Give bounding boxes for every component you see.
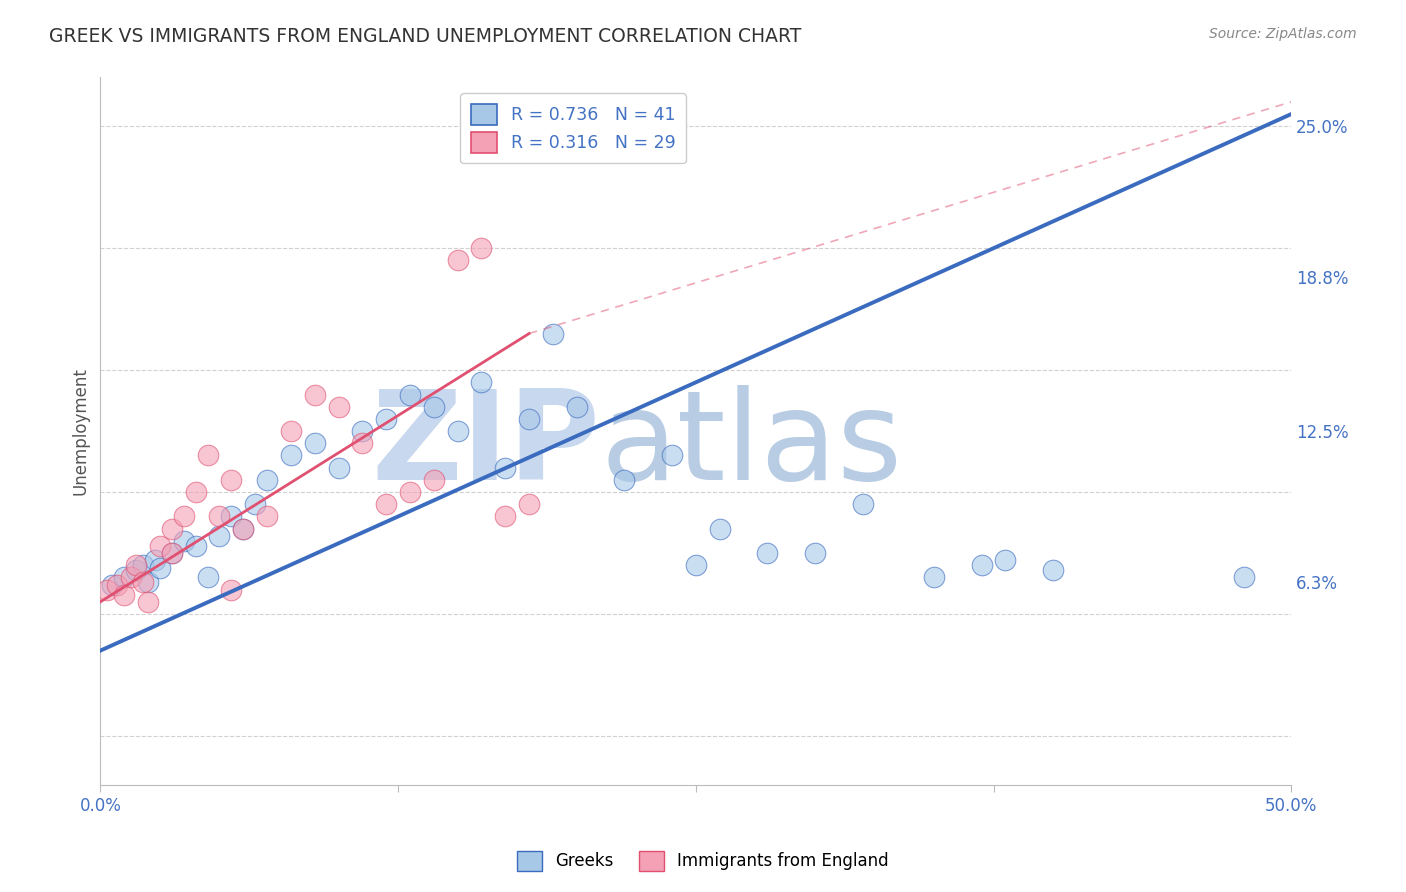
Point (96, 582, 118, 597)
Point (494, 460, 516, 475)
Point (143, 553, 166, 567)
Point (173, 533, 195, 548)
Point (112, 587, 135, 601)
Point (136, 595, 159, 609)
Point (994, 553, 1017, 567)
Point (149, 560, 172, 574)
Legend: R = 0.736   N = 41, R = 0.316   N = 29: R = 0.736 N = 41, R = 0.316 N = 29 (460, 93, 686, 163)
Point (375, 497, 398, 511)
Point (1042, 563, 1064, 577)
Point (423, 400, 446, 414)
Point (517, 412, 540, 426)
Point (328, 400, 350, 414)
Point (232, 522, 254, 536)
Point (517, 497, 540, 511)
Point (208, 529, 231, 543)
Point (352, 424, 374, 438)
Point (399, 387, 422, 401)
Point (184, 485, 207, 500)
Point (160, 546, 183, 560)
Point (565, 400, 588, 414)
Point (470, 241, 492, 255)
Point (208, 509, 231, 524)
Text: GREEK VS IMMIGRANTS FROM ENGLAND UNEMPLOYMENT CORRELATION CHART: GREEK VS IMMIGRANTS FROM ENGLAND UNEMPLO… (49, 27, 801, 45)
Point (922, 570, 945, 584)
Point (105, 578, 128, 592)
Point (375, 412, 398, 426)
Point (304, 436, 326, 450)
Point (136, 575, 159, 590)
Point (256, 509, 278, 524)
Point (160, 522, 183, 536)
Point (446, 253, 468, 268)
Point (125, 558, 148, 573)
Point (709, 522, 731, 536)
Point (470, 376, 492, 390)
Point (399, 485, 422, 500)
Point (221, 473, 243, 487)
Point (423, 473, 446, 487)
Y-axis label: Unemployment: Unemployment (72, 368, 89, 495)
Point (101, 578, 124, 592)
Point (851, 497, 873, 511)
Text: atlas: atlas (600, 384, 903, 506)
Point (756, 546, 779, 560)
Point (970, 558, 993, 573)
Point (304, 387, 326, 401)
Point (125, 563, 148, 577)
Point (804, 546, 827, 560)
Point (132, 558, 155, 573)
Point (280, 424, 302, 438)
Point (197, 570, 219, 584)
Point (149, 539, 172, 553)
Point (120, 570, 142, 584)
Point (446, 424, 468, 438)
Point (541, 326, 564, 341)
Text: Source: ZipAtlas.com: Source: ZipAtlas.com (1209, 27, 1357, 41)
Point (256, 473, 278, 487)
Point (221, 509, 243, 524)
Point (132, 575, 155, 590)
Point (352, 436, 374, 450)
Point (1233, 570, 1256, 584)
Point (112, 570, 135, 584)
Point (197, 449, 219, 463)
Legend: Greeks, Immigrants from England: Greeks, Immigrants from England (509, 842, 897, 880)
Point (613, 473, 636, 487)
Point (328, 460, 350, 475)
Point (221, 582, 243, 597)
Point (494, 509, 516, 524)
Text: ZIP: ZIP (371, 384, 600, 506)
Point (160, 546, 183, 560)
Point (173, 509, 195, 524)
Point (243, 497, 266, 511)
Point (184, 539, 207, 553)
Point (661, 449, 683, 463)
Point (685, 558, 707, 573)
Point (280, 449, 302, 463)
Point (232, 522, 254, 536)
